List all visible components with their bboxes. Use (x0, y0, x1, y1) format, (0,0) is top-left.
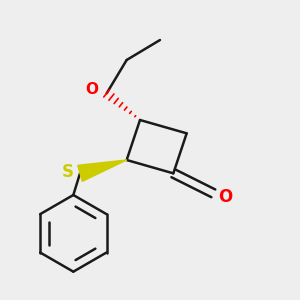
Text: S: S (61, 163, 73, 181)
Text: O: O (85, 82, 98, 98)
Polygon shape (78, 160, 127, 181)
Text: O: O (218, 188, 232, 206)
